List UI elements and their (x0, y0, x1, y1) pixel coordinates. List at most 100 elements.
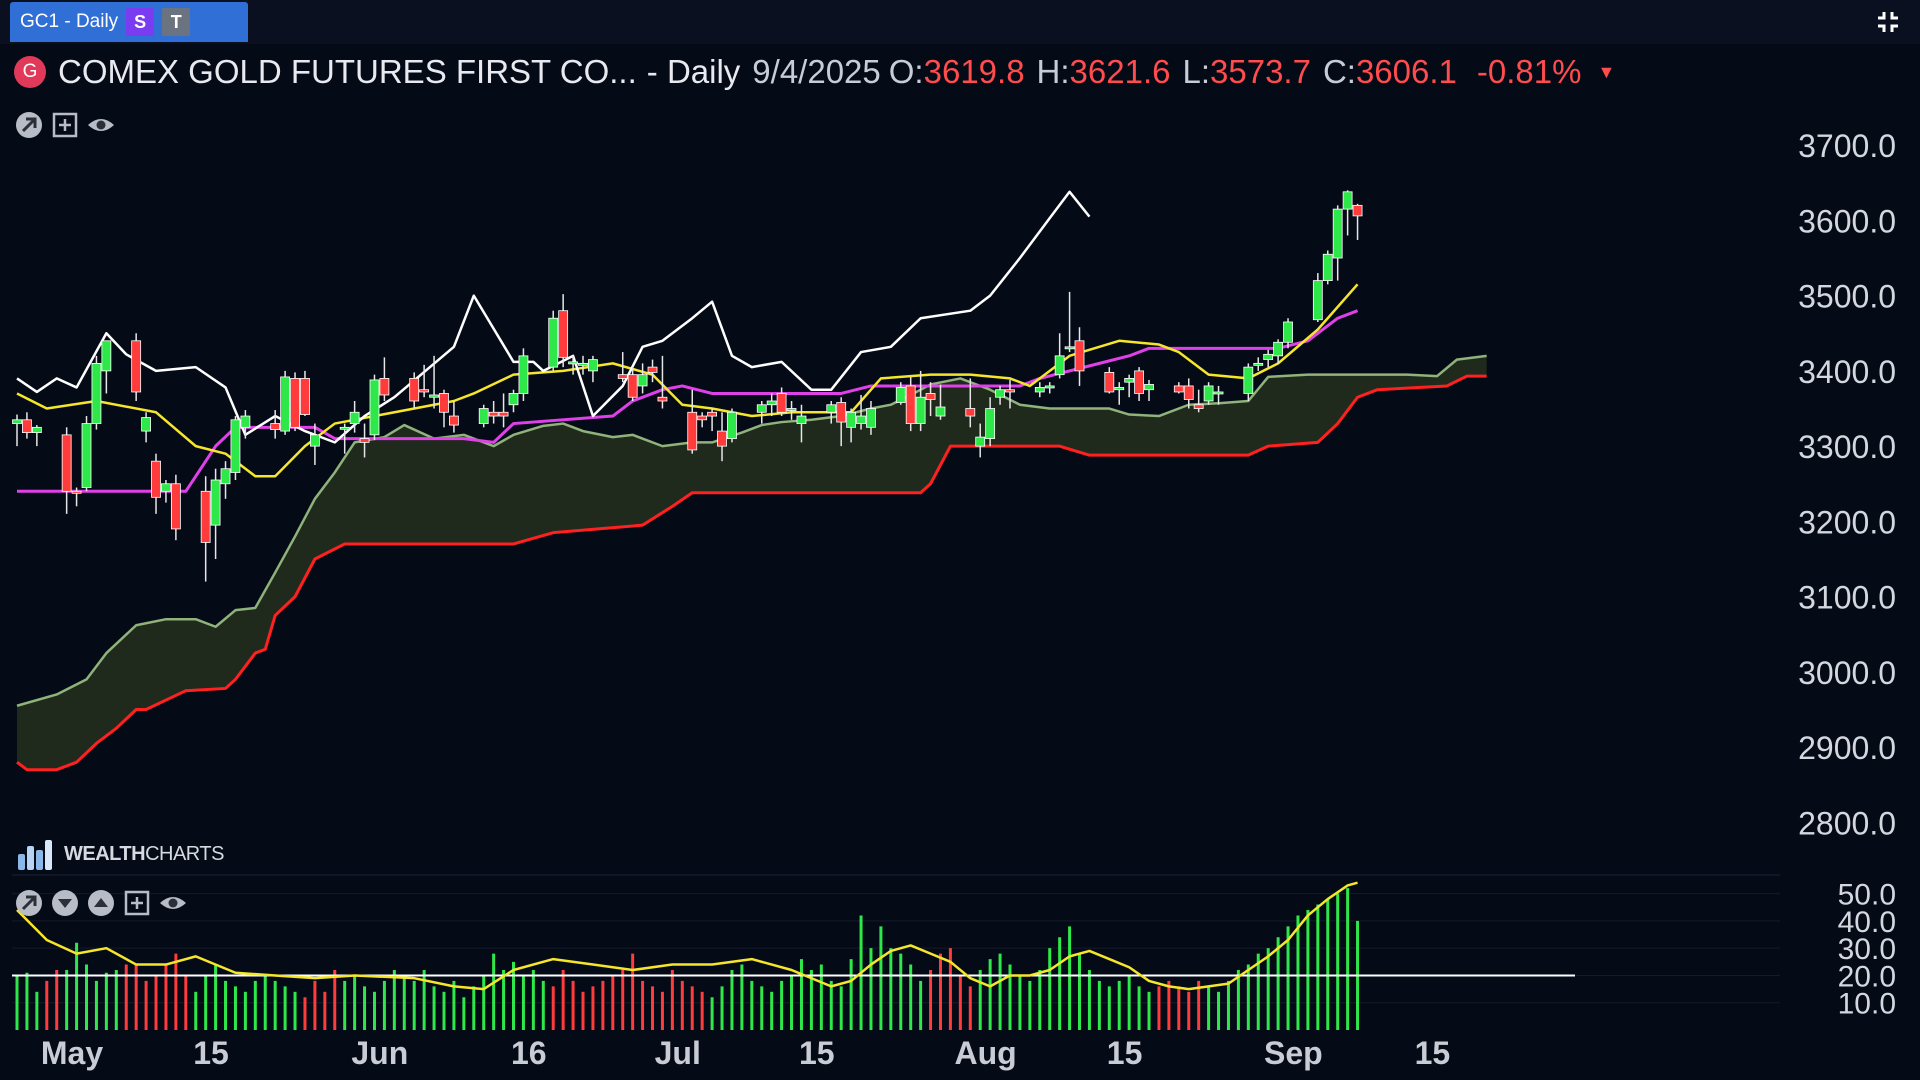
change-direction-icon: ▼ (1597, 61, 1616, 82)
candlestick (965, 378, 976, 428)
symbol-name: COMEX GOLD FUTURES FIRST CO... (58, 53, 637, 90)
candlestick (1273, 339, 1284, 364)
candle-body (409, 378, 420, 402)
candlestick (131, 333, 142, 401)
open-label: O: (888, 53, 924, 90)
candlestick (697, 412, 708, 428)
price-chart[interactable]: 3700.0 3600.0 3500.0 3400.0 3300.0 3200.0 3100… (0, 44, 1920, 1080)
candle-body (339, 426, 350, 430)
candlestick (568, 355, 578, 375)
candle-body (905, 385, 916, 424)
candle-body (161, 483, 171, 492)
chart-tab[interactable]: GC1 - Daily S T (10, 2, 248, 42)
chart-area: 3700.0 3600.0 3500.0 3400.0 3300.0 3200.0 3100… (0, 44, 1920, 1080)
candlestick (548, 310, 559, 371)
candlestick (915, 370, 926, 432)
candle-body (1283, 321, 1293, 343)
candle-body (300, 378, 310, 415)
candlestick (439, 389, 449, 428)
candlestick (856, 394, 866, 430)
candlestick (1332, 205, 1343, 281)
settings-icon[interactable] (14, 110, 44, 140)
candle-body (1044, 385, 1055, 389)
candle-body (1074, 340, 1085, 372)
candle-body (240, 415, 251, 428)
candle-body (419, 389, 430, 393)
candlestick (170, 474, 181, 541)
candlestick (826, 400, 837, 424)
oscillator-eye-icon[interactable] (158, 888, 188, 918)
add-indicator-icon[interactable] (50, 110, 80, 140)
visibility-eye-icon[interactable] (86, 110, 116, 140)
candlestick (588, 355, 598, 383)
candlestick (637, 363, 648, 394)
candlestick (359, 423, 370, 458)
candle-body (915, 396, 926, 424)
candle-body (429, 394, 439, 398)
candlestick (349, 400, 360, 433)
candlestick (200, 476, 211, 582)
candlestick (101, 340, 112, 394)
candlestick (687, 389, 698, 454)
candlestick (975, 423, 986, 458)
candle-body (965, 408, 976, 417)
candlestick (1173, 382, 1184, 394)
candle-body (657, 396, 668, 402)
candle-body (627, 374, 638, 398)
candle-body (379, 378, 390, 396)
add-oscillator-icon[interactable] (122, 888, 152, 918)
candlestick (766, 393, 777, 417)
date-tick-label: 15 (193, 1035, 229, 1071)
candle-body (439, 393, 449, 413)
candlestick (925, 382, 936, 417)
price-tick-label: 2800.0 (1798, 805, 1896, 841)
candlestick (1064, 291, 1075, 353)
candle-body (756, 404, 767, 413)
candlestick (488, 400, 499, 424)
candlestick (230, 416, 241, 480)
candle-body (488, 411, 499, 417)
ichimoku-cloud (17, 355, 1487, 770)
candlestick (935, 384, 946, 420)
candle-body (210, 479, 221, 526)
price-tick-label: 3300.0 (1798, 429, 1896, 465)
candlestick (1352, 203, 1363, 240)
candle-body (766, 400, 777, 406)
high-value: 3621.6 (1069, 53, 1171, 90)
tab-badge-t[interactable]: T (162, 8, 191, 36)
candlestick (985, 397, 996, 447)
candle-body (786, 408, 797, 411)
candlestick (71, 487, 82, 507)
candle-body (1034, 387, 1045, 393)
candle-body (588, 359, 598, 372)
candle-body (31, 426, 42, 433)
candlestick (12, 414, 22, 447)
candle-body (1312, 280, 1323, 321)
candlestick (409, 372, 420, 409)
tab-badge-s[interactable]: S (126, 8, 155, 36)
candle-body (220, 468, 231, 485)
candlestick (1312, 273, 1323, 322)
date-tick-label: 15 (1415, 1035, 1451, 1071)
move-pane-up-icon[interactable] (86, 888, 116, 918)
oscillator-settings-icon[interactable] (14, 888, 44, 918)
candle-body (985, 408, 996, 440)
candle-body (1114, 387, 1125, 391)
candle-body (866, 408, 876, 428)
symbol-logo: G (14, 56, 46, 88)
price-tick-label: 2900.0 (1798, 730, 1896, 766)
candle-body (727, 411, 737, 440)
candlestick (1054, 333, 1065, 379)
candle-body (1144, 384, 1154, 391)
candle-body (637, 374, 648, 387)
tab-label: GC1 - Daily (20, 11, 119, 32)
candle-body (309, 434, 320, 447)
candlestick (657, 355, 668, 409)
candlestick (161, 480, 171, 503)
collapse-icon[interactable] (1874, 8, 1902, 36)
candle-body (796, 415, 807, 424)
candlestick (369, 374, 380, 441)
move-pane-down-icon[interactable] (50, 888, 80, 918)
candlestick (478, 404, 489, 428)
candlestick (727, 408, 737, 443)
